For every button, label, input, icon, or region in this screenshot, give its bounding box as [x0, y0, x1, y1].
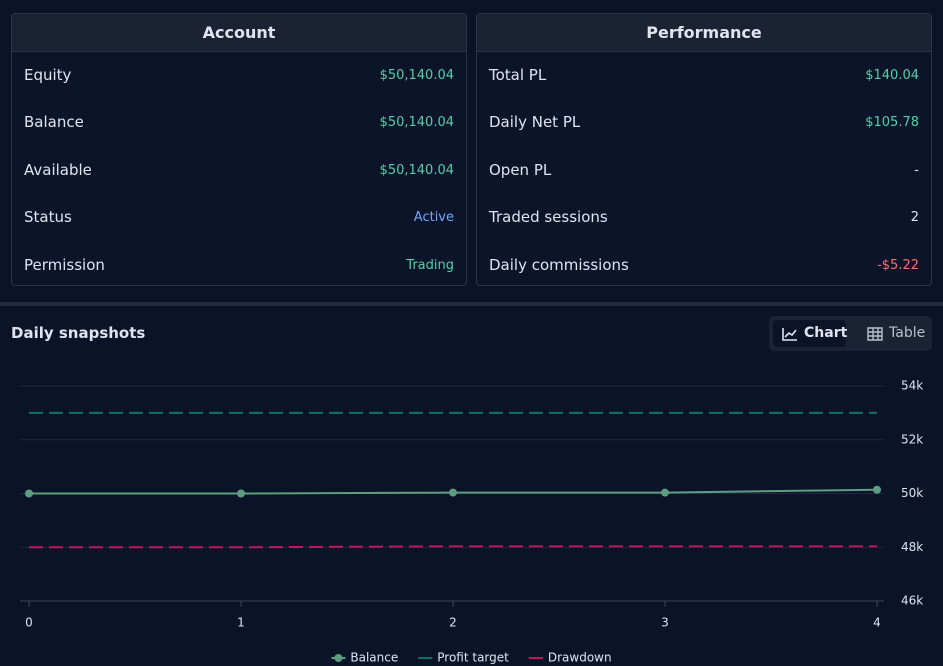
stat-label: Total PL	[489, 66, 547, 84]
panel-title: Performance	[477, 14, 931, 52]
legend-label: Profit target	[437, 651, 509, 665]
y-tick-label: 46k	[901, 594, 923, 608]
stat-value: -$5.22	[877, 258, 919, 273]
x-tick-label: 0	[25, 616, 33, 630]
x-tick-label: 4	[873, 616, 881, 630]
data-point	[25, 489, 33, 498]
legend-label: Drawdown	[548, 651, 612, 665]
stat-label: Available	[24, 161, 92, 179]
stat-label: Permission	[24, 256, 105, 274]
stat-value: 2	[910, 210, 919, 225]
y-tick-label: 48k	[901, 540, 923, 554]
chart: 46k 48k 50k 52k 54k 0 1 2 3 4 Balance Profit target…	[20, 379, 923, 665]
stat-label: Balance	[24, 113, 84, 131]
stat-row: Status Active	[24, 208, 454, 228]
stat-label: Traded sessions	[489, 208, 608, 226]
stat-row: Traded sessions 2	[489, 208, 919, 228]
table-icon	[867, 327, 883, 341]
section-title: Daily snapshots	[11, 324, 146, 342]
stat-row: Equity $50,140.04	[24, 66, 454, 86]
stat-value: Active	[413, 210, 454, 225]
x-tick-label: 1	[237, 616, 245, 630]
legend-marker	[334, 654, 343, 662]
y-tick-label: 50k	[901, 486, 923, 500]
data-point	[237, 489, 245, 498]
stat-row: Permission Trading	[24, 256, 454, 276]
account-panel: Account Equity $50,140.04 Balance $50,140.0…	[11, 13, 467, 286]
x-tick-label: 3	[661, 616, 669, 630]
stat-label: Equity	[24, 66, 72, 84]
stat-value: $140.04	[865, 68, 919, 83]
stat-label: Status	[24, 208, 72, 226]
stat-label: Open PL	[489, 161, 552, 179]
stat-row: Daily Net PL $105.78	[489, 113, 919, 133]
y-tick-label: 54k	[901, 379, 923, 393]
table-button[interactable]: Table	[855, 320, 928, 347]
stat-value: -	[914, 163, 919, 178]
button-label: Chart	[804, 325, 848, 341]
data-point	[661, 488, 669, 497]
stat-value: $50,140.04	[379, 115, 454, 130]
stat-row: Open PL -	[489, 161, 919, 181]
view-toggle: Chart Table	[769, 316, 932, 351]
stat-row: Available $50,140.04	[24, 161, 454, 181]
panel-title: Account	[12, 14, 466, 52]
stat-row: Balance $50,140.04	[24, 113, 454, 133]
performance-panel: Performance Total PL $140.04 Daily Net PL $…	[476, 13, 932, 286]
chart-button[interactable]: Chart	[773, 320, 848, 347]
stat-label: Daily Net PL	[489, 113, 581, 131]
chart-icon	[782, 328, 797, 341]
stat-value: $50,140.04	[379, 163, 454, 178]
legend-label: Balance	[350, 651, 398, 665]
data-point	[449, 488, 457, 497]
stat-value: $105.78	[865, 115, 919, 130]
data-point	[873, 485, 881, 494]
stat-row: Total PL $140.04	[489, 66, 919, 86]
divider	[0, 302, 943, 306]
button-label: Table	[889, 325, 926, 341]
x-tick-label: 2	[449, 616, 457, 630]
stat-value: $50,140.04	[379, 68, 454, 83]
stat-value: Trading	[406, 258, 454, 273]
series-line	[29, 545, 877, 549]
stat-label: Daily commissions	[489, 256, 629, 274]
stat-row: Daily commissions -$5.22	[489, 256, 919, 276]
y-tick-label: 52k	[901, 432, 923, 446]
